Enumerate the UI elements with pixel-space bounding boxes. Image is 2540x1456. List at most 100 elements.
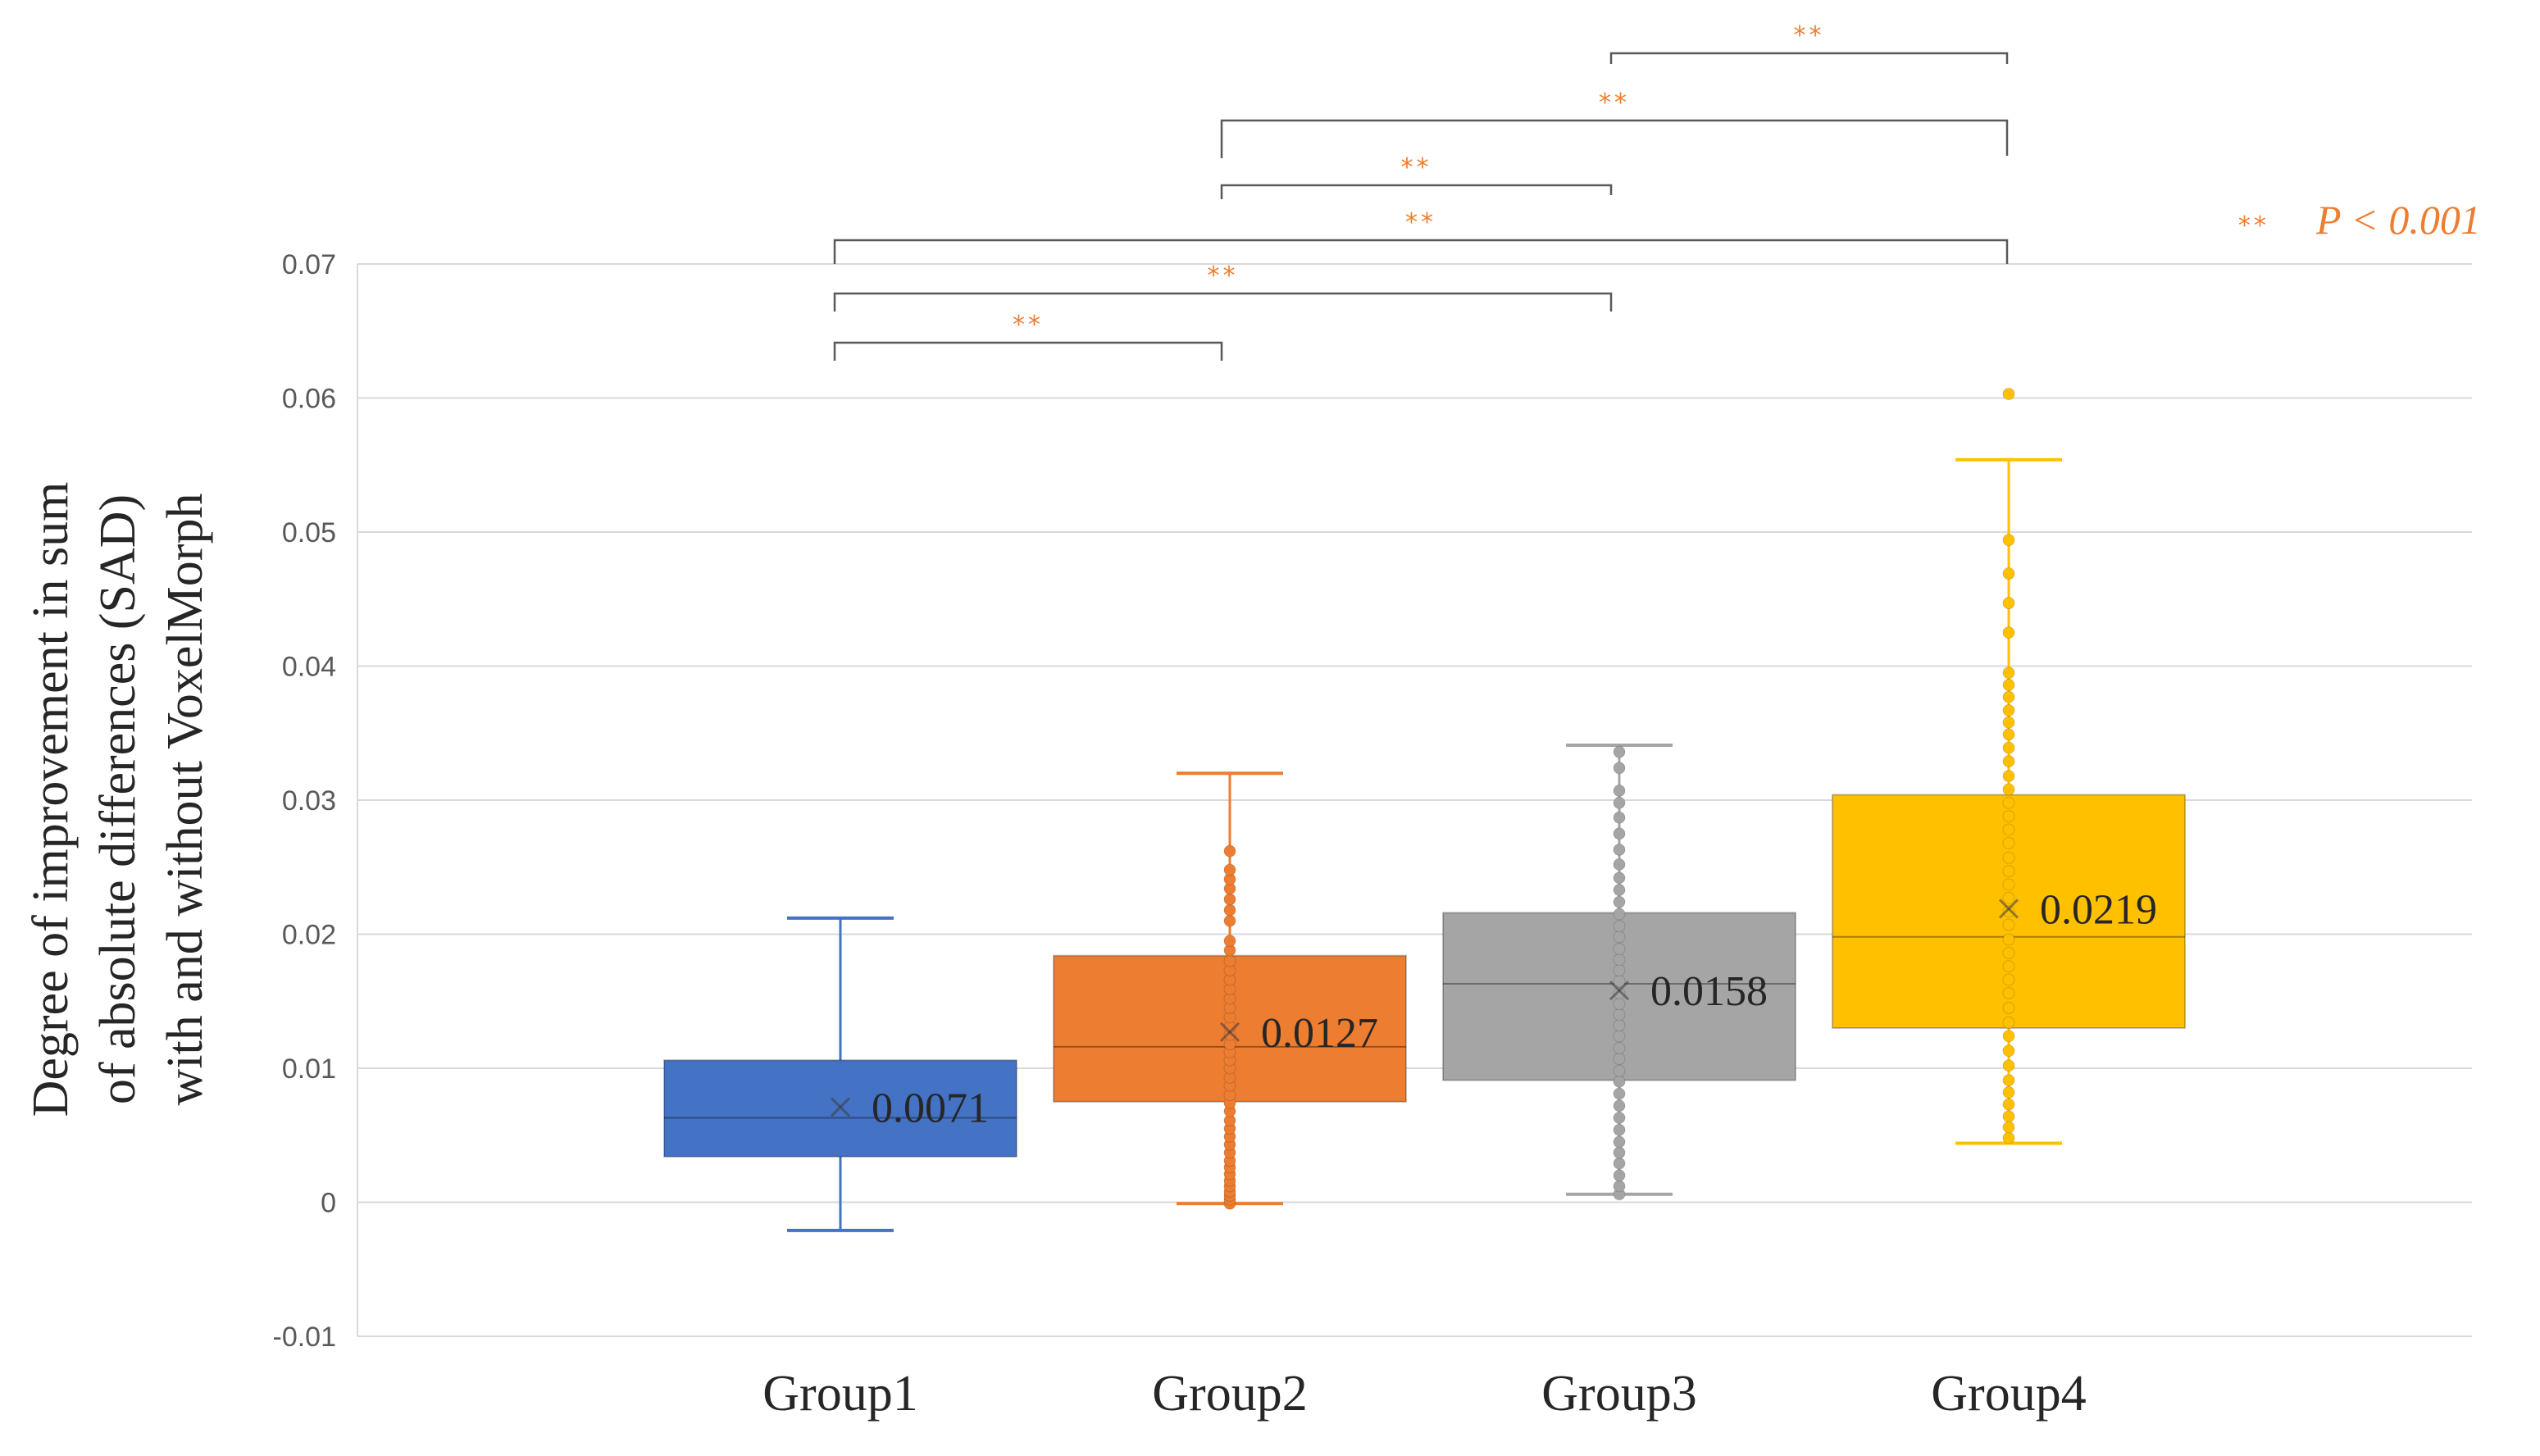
data-point [1613,908,1626,921]
data-point [1613,796,1626,809]
data-point [1613,998,1626,1011]
data-point [2002,891,2015,904]
significance-bracket [1220,119,2009,158]
significance-stars: ** [1599,89,1630,117]
significance-bracket [833,239,2009,264]
data-point [1613,1111,1626,1124]
data-point [2002,755,2015,768]
data-point [2002,1131,2015,1144]
data-point [1613,843,1626,856]
data-point [2002,770,2015,783]
y-tick-label: 0.05 [282,517,336,548]
data-point [1613,871,1626,885]
data-point [2002,810,2015,823]
data-point [2002,823,2015,836]
y-tick-label: 0.03 [282,785,336,817]
y-axis-label-line-2: of absolute differences (SAD) [90,494,146,1104]
data-point [2002,690,2015,703]
data-point [2002,534,2015,547]
legend-stars: ** [2238,212,2269,240]
data-point [2002,1044,2015,1058]
data-point [2002,1059,2015,1072]
data-point [1613,1123,1626,1136]
x-category-label: Group1 [762,1366,917,1422]
data-point [2002,878,2015,891]
data-point [2002,973,2015,986]
data-point [1613,920,1626,933]
y-tick-label: 0.04 [282,652,336,683]
mean-label: 0.0127 [1261,1010,1378,1057]
data-point [2002,986,2015,999]
y-axis-ticks: 0.07 0.06 0.05 0.04 0.03 0.02 0.01 0 -0.01 [273,249,337,1353]
data-point [2002,933,2015,946]
data-point [1613,1087,1626,1100]
data-point [1223,954,1236,967]
data-point [1613,884,1626,897]
data-point [1613,964,1626,977]
significance-stars: ** [1013,311,1044,339]
data-point [1613,785,1626,798]
y-tick-label: 0.07 [282,249,336,280]
data-point [2002,388,2015,401]
significance-bracket [1609,52,2009,64]
significance-bracket [1220,184,1613,199]
x-category-label: Group2 [1152,1366,1307,1422]
data-point [2002,597,2015,610]
data-point [1223,903,1236,917]
data-point [2002,796,2015,809]
data-point [1223,935,1236,948]
data-point [2002,1098,2015,1111]
data-point [1613,1075,1626,1088]
legend-p-value: P < 0.001 [2315,197,2481,243]
data-point [1223,893,1236,906]
mean-label: 0.0071 [872,1085,989,1131]
box-group1: 0.0071 [663,916,1017,1232]
data-point [1613,858,1626,871]
data-point [1613,811,1626,824]
data-point [2002,783,2015,796]
significance-bracket [833,292,1613,312]
data-point [1613,1180,1626,1193]
data-point [2002,851,2015,864]
significance-stars: ** [1405,208,1436,237]
data-point [1613,895,1626,908]
mean-label: 0.0158 [1650,968,1768,1015]
data-point [1223,863,1236,876]
data-point [2002,1030,2015,1043]
mean-marker [1998,899,2019,919]
data-point [2002,678,2015,691]
data-point [1223,914,1236,927]
mean-marker [1219,1021,1240,1042]
data-point [1613,942,1626,955]
significance-legend: ** P < 0.001 [2238,197,2481,243]
x-category-label: Group3 [1541,1366,1696,1422]
box-group2: 0.0127 [1053,771,1407,1210]
y-tick-label: -0.01 [273,1322,337,1353]
data-point [1613,953,1626,967]
y-tick-label: 0.01 [282,1053,336,1085]
data-point [1613,1169,1626,1182]
data-point [2002,728,2015,741]
data-point [2002,836,2015,849]
data-point [1613,1053,1626,1066]
data-point [2002,667,2015,680]
data-point [2002,960,2015,973]
data-point [2002,1001,2015,1014]
data-point [2002,905,2015,918]
data-point [1613,1146,1626,1159]
y-tick-label: 0.06 [282,384,336,415]
mean-label: 0.0219 [2040,886,2157,933]
data-point [1613,1041,1626,1054]
data-point [1613,986,1626,999]
x-category-label: Group4 [1931,1366,2086,1422]
data-point [2002,703,2015,717]
data-point [1613,1064,1626,1077]
y-axis-label-line-3: with and without VoxelMorph [157,494,213,1106]
data-point [1613,1135,1626,1149]
significance-bracket [833,341,1223,361]
data-point [2002,741,2015,754]
mean-marker [1609,981,1630,1001]
data-point [2002,567,2015,580]
data-point [1613,1019,1626,1032]
